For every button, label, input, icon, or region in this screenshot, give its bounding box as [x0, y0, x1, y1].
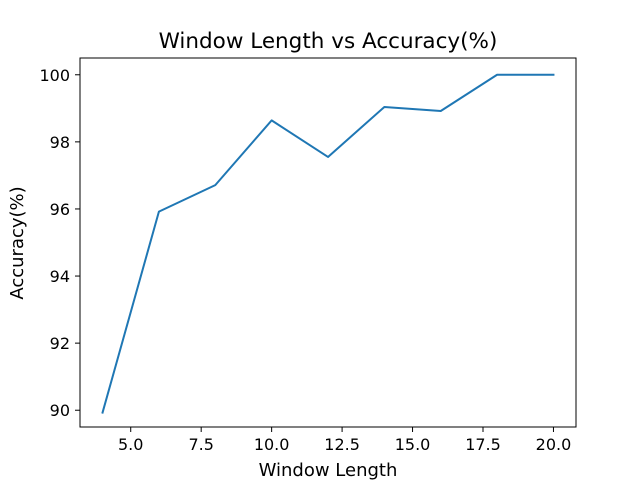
y-tick-label: 100	[39, 66, 70, 85]
chart-title: Window Length vs Accuracy(%)	[159, 29, 498, 54]
x-tick-label: 20.0	[536, 435, 572, 454]
x-tick-label: 17.5	[465, 435, 501, 454]
axes: 5.0 7.5 10.0 12.5 15.0 17.5 20.0 90 92 94 96 98 100	[39, 57, 577, 454]
y-tick-label: 98	[50, 133, 70, 152]
x-axis-label: Window Length	[259, 460, 398, 480]
x-tick-label: 15.0	[395, 435, 431, 454]
y-axis-label: Accuracy(%)	[7, 186, 28, 299]
x-tick-label: 10.0	[254, 435, 290, 454]
x-tick-label: 12.5	[324, 435, 360, 454]
x-tick-label: 7.5	[188, 435, 213, 454]
plot-frame	[79, 57, 577, 428]
y-tick-label: 90	[50, 401, 70, 420]
y-tick-label: 94	[50, 267, 70, 286]
y-tick-label: 92	[50, 334, 70, 353]
y-tick-label: 96	[50, 200, 70, 219]
x-tick-label: 5.0	[118, 435, 143, 454]
series-line-0	[101, 73, 555, 414]
